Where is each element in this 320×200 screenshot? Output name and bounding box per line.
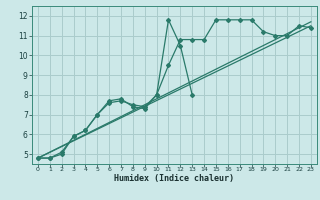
X-axis label: Humidex (Indice chaleur): Humidex (Indice chaleur): [115, 174, 234, 183]
